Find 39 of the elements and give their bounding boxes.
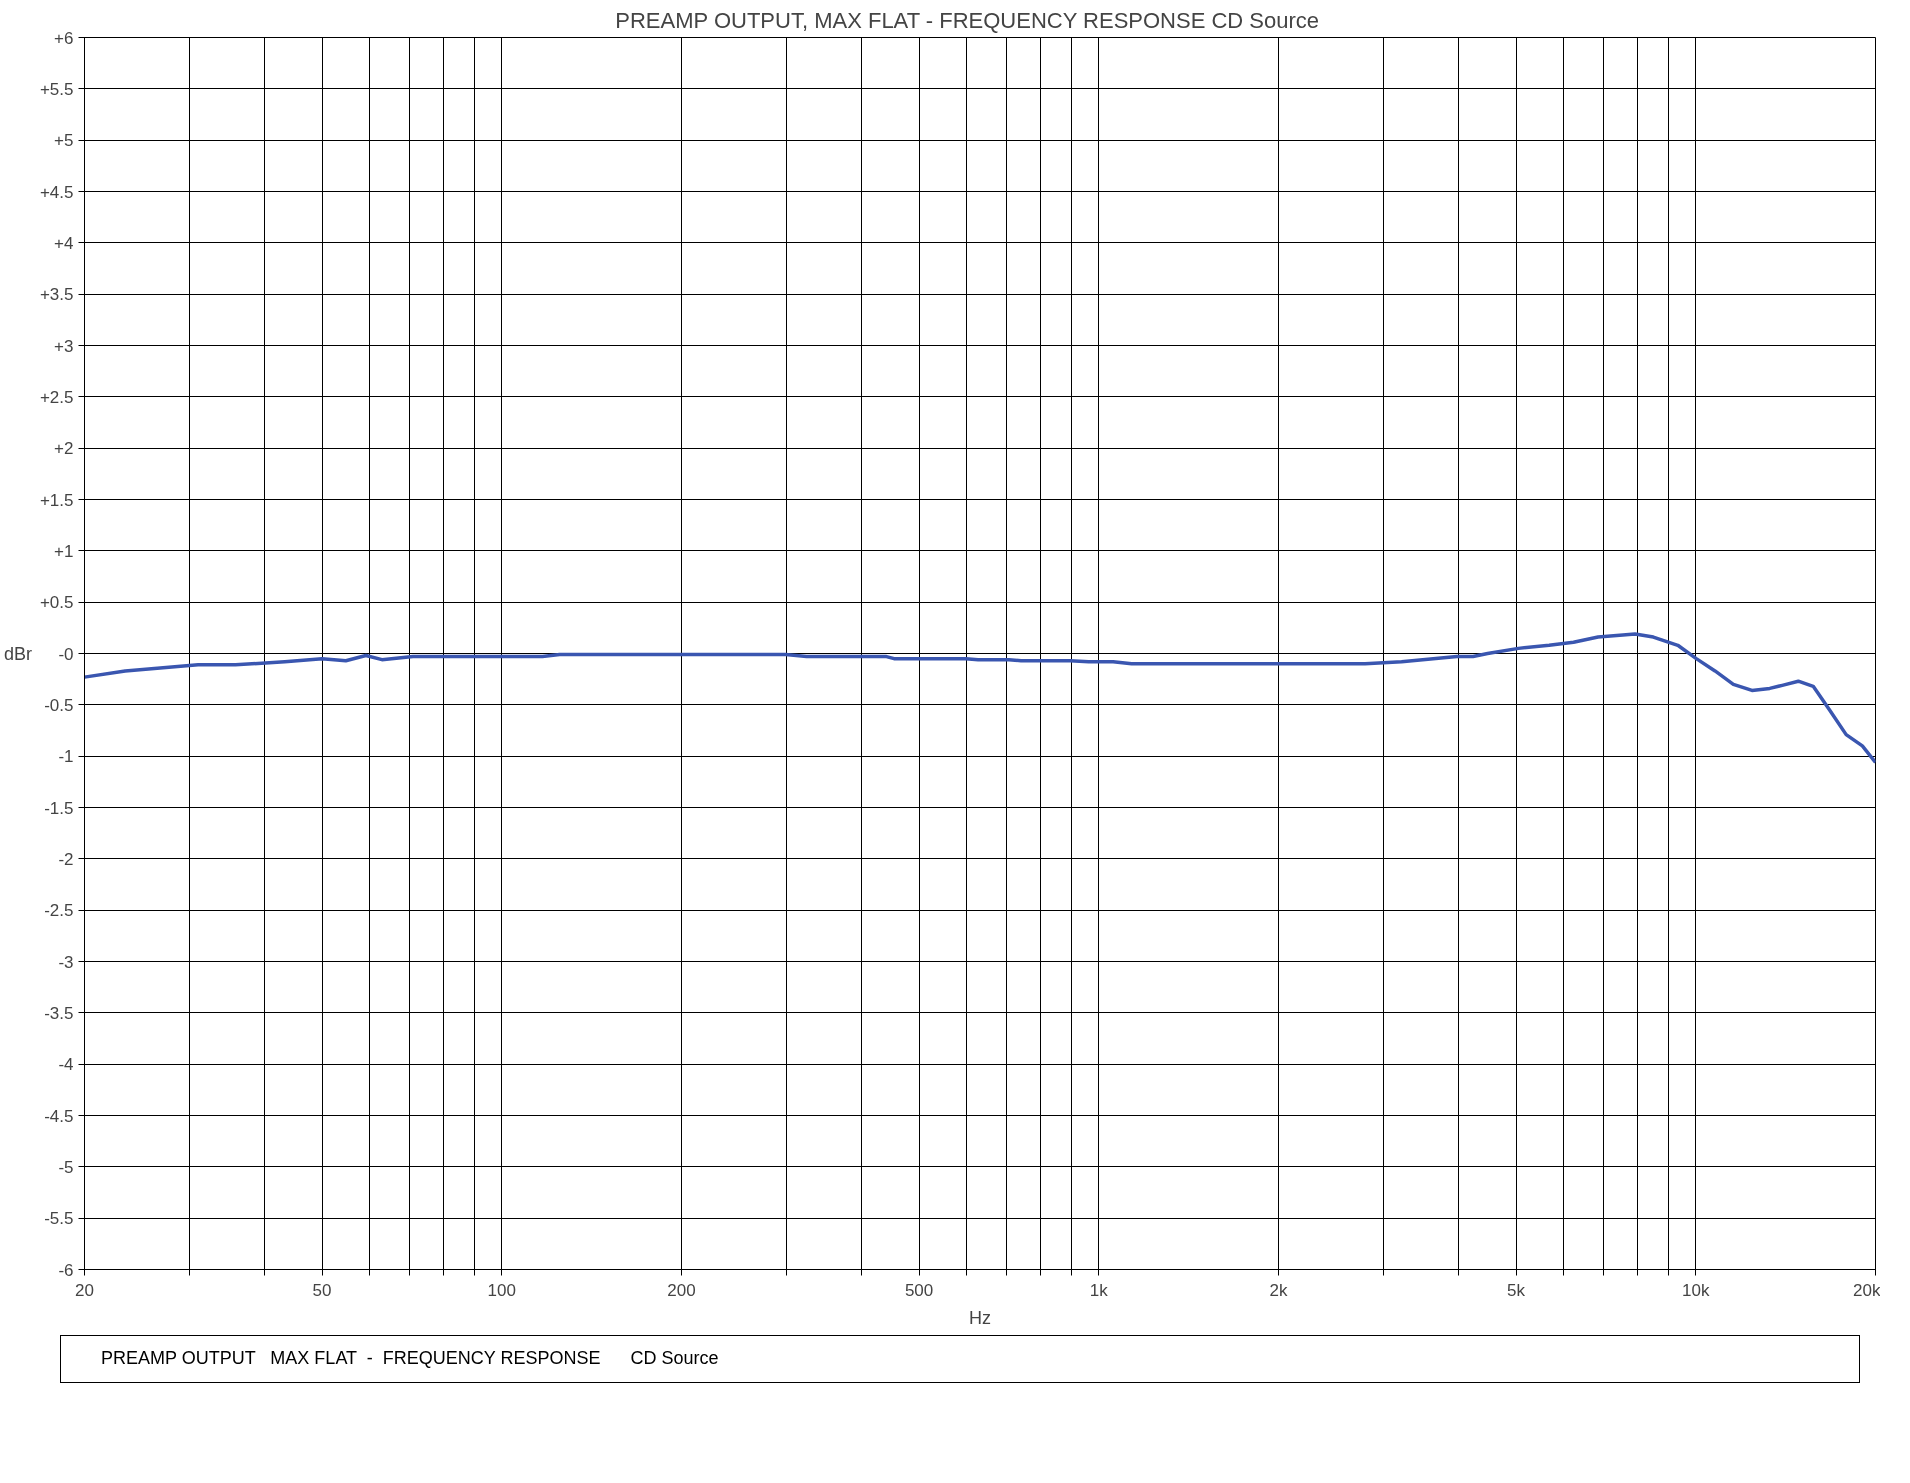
y-tick-label: -0 (58, 644, 74, 664)
x-tick-label: 50 (312, 1280, 332, 1300)
y-tick-label: +2 (54, 439, 74, 459)
y-tick-label: -1.5 (44, 798, 74, 818)
y-tick-label: -5 (58, 1157, 74, 1177)
y-tick-label: -4 (58, 1055, 74, 1075)
y-tick-label: -3 (58, 952, 74, 972)
x-axis-title: Hz (969, 1307, 991, 1328)
x-tick-label: 5k (1507, 1280, 1526, 1300)
y-tick-label: +3 (54, 336, 74, 356)
y-tick-label: +6 (54, 28, 74, 48)
x-tick-label: 100 (487, 1280, 516, 1300)
y-tick-label: -2.5 (44, 901, 74, 921)
y-axis-title: dBr (3, 643, 32, 664)
y-tick-label: +3.5 (39, 285, 74, 305)
x-tick-label: 10k (1682, 1280, 1710, 1300)
y-tick-label: +5 (54, 131, 74, 151)
y-tick-label: -5.5 (44, 1209, 74, 1229)
text: PREAMP OUTPUT MAX FLAT - FREQUENCY RESPONSE CD Source (101, 1347, 719, 1370)
x-tick-label: 20 (75, 1280, 94, 1300)
y-tick-label: -0.5 (44, 695, 74, 715)
y-tick-label: +1 (54, 541, 74, 561)
y-tick-label: +4.5 (39, 182, 74, 202)
y-tick-label: -1 (58, 747, 74, 767)
y-tick-label: -2 (58, 849, 74, 869)
y-tick-label: -3.5 (44, 1003, 74, 1023)
y-tick-label: +0.5 (39, 593, 74, 613)
x-tick-label: 500 (904, 1280, 934, 1300)
y-tick-label: +4 (54, 233, 74, 253)
x-tick-label: 20k (1853, 1280, 1881, 1300)
y-tick-label: -4.5 (44, 1106, 74, 1126)
x-tick-label: 200 (667, 1280, 696, 1300)
x-tick-label: 1k (1089, 1280, 1109, 1300)
x-tick-label: 2k (1269, 1280, 1288, 1300)
y-tick-label: -6 (58, 1260, 74, 1280)
chart-title: PREAMP OUTPUT, MAX FLAT - FREQUENCY RESPONSE CD Source (615, 7, 1320, 33)
y-tick-label: +1.5 (39, 490, 74, 510)
y-tick-label: +2.5 (39, 387, 74, 407)
y-tick-label: +5.5 (39, 79, 74, 99)
